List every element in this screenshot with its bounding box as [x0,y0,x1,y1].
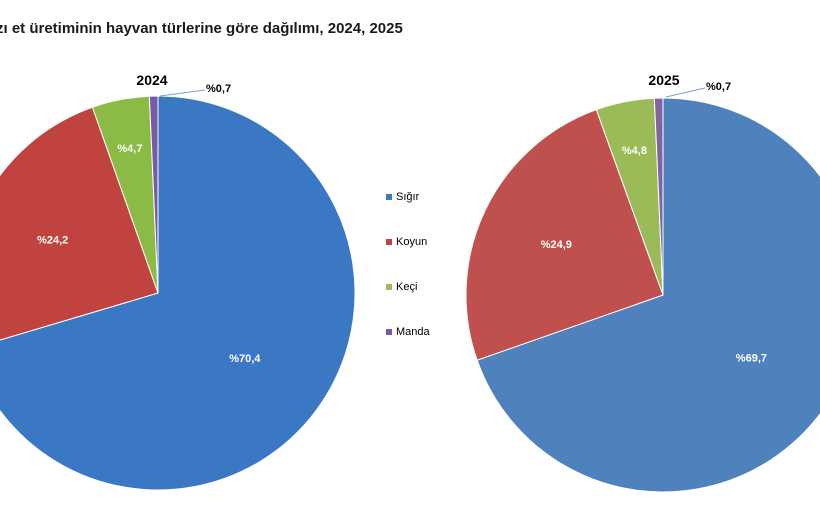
legend-swatch-1 [386,194,392,200]
slice-label-2025-manda: %0,7 [706,81,731,93]
legend-label-2: Koyun [396,236,427,248]
leader-line-2024 [159,89,206,97]
legend-label-4: Manda [396,326,431,338]
legend-label-1: Sığır [396,191,420,203]
pie-slice-2024-sığır [0,95,356,491]
slice-label-2025-keçi: %4,8 [622,145,647,157]
slice-label-2025-sığır: %69,7 [736,353,767,365]
legend-label-3: Keçi [396,281,417,293]
legend-swatch-4 [386,329,392,335]
slice-label-2024-sığır: %70,4 [229,353,261,365]
legend-swatch-3 [386,284,392,290]
pie-title-2024: 2024 [136,72,167,88]
pie-title-2025: 2025 [648,72,679,88]
pie-slice-2024-manda [148,95,159,294]
slice-label-2024-koyun: %24,2 [37,234,68,246]
pie-slice-2025-manda [653,97,664,296]
pie-slice-2025-koyun [465,108,664,361]
slice-label-2024-manda: %0,7 [206,83,231,95]
slice-label-2025-koyun: %24,9 [541,239,572,251]
pie-slice-2024-koyun [0,106,159,341]
chart-title: zı et üretiminin hayvan türlerine göre d… [0,20,403,37]
slice-label-2024-keçi: %4,7 [117,143,142,155]
leader-line-2025 [665,87,706,98]
pie-slice-2025-sığır [476,97,820,493]
legend-swatch-2 [386,239,392,245]
